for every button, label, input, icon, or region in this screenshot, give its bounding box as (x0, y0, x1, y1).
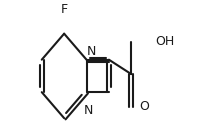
Text: O: O (139, 100, 149, 113)
Text: OH: OH (155, 35, 174, 48)
Text: N: N (83, 104, 93, 117)
Text: F: F (61, 3, 68, 16)
Text: N: N (87, 45, 96, 58)
